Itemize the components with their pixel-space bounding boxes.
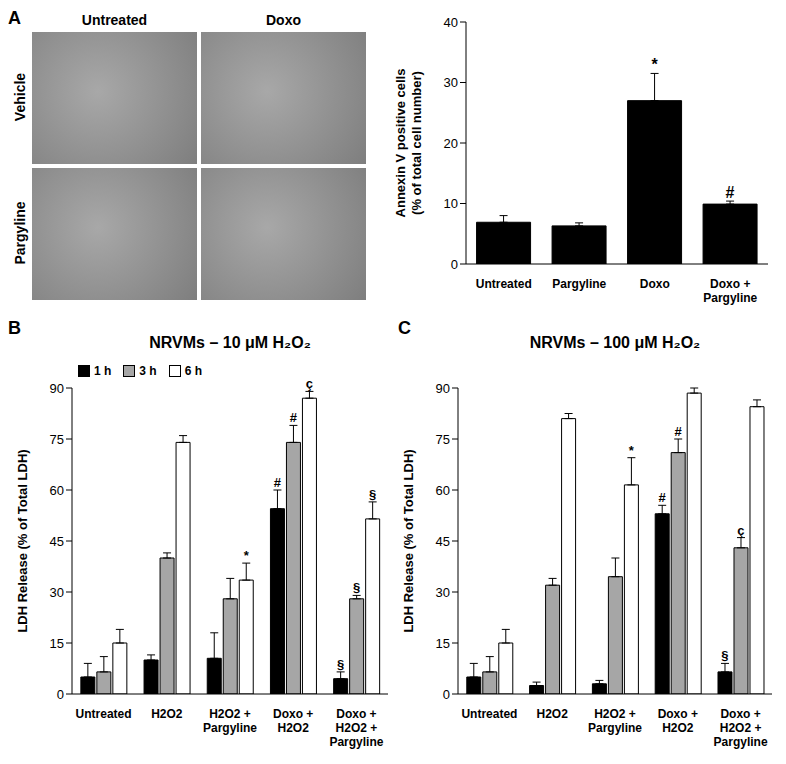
svg-text:#: # <box>659 490 667 505</box>
svg-text:60: 60 <box>50 483 64 498</box>
svg-text:30: 30 <box>436 585 450 600</box>
svg-text:30: 30 <box>444 75 458 90</box>
html-text:Untreated: Untreated <box>81 12 148 28</box>
svg-text:#: # <box>726 184 735 201</box>
svg-text:§: § <box>369 487 376 502</box>
svg-text:ç: ç <box>737 523 744 538</box>
svg-text:§: § <box>337 657 344 672</box>
html-text:Pargyline: Pargyline <box>12 201 28 265</box>
svg-text:20: 20 <box>444 136 458 151</box>
svg-text:*: * <box>244 548 250 563</box>
html-text:Doxo: Doxo <box>266 12 301 28</box>
html-text:LDH Release (% of Total LDH): LDH Release (% of Total LDH) <box>401 449 416 633</box>
svg-text:45: 45 <box>436 534 450 549</box>
svg-text:#: # <box>274 475 282 490</box>
svg-text:Untreated: Untreated <box>476 277 532 291</box>
svg-text:0: 0 <box>443 687 450 702</box>
html-text:3 h: 3 h <box>139 364 157 378</box>
svg-text:90: 90 <box>436 381 450 396</box>
html-text:B: B <box>8 318 21 338</box>
svg-text:H2O2: H2O2 <box>537 707 569 721</box>
svg-text:#: # <box>675 424 683 439</box>
svg-text:75: 75 <box>50 432 64 447</box>
html-text:A: A <box>8 8 21 28</box>
svg-text:45: 45 <box>50 534 64 549</box>
html-text:1 h: 1 h <box>94 364 112 378</box>
svg-text:Doxo +H2O2: Doxo +H2O2 <box>658 707 698 735</box>
svg-text:0: 0 <box>57 687 64 702</box>
svg-text:Untreated: Untreated <box>461 707 517 721</box>
html-text:6 h: 6 h <box>184 364 202 378</box>
svg-text:10: 10 <box>444 196 458 211</box>
html-text:(% of total cell number): (% of total cell number) <box>409 71 424 215</box>
svg-text:90: 90 <box>50 381 64 396</box>
svg-text:§: § <box>721 648 728 663</box>
html-text:NRVMs – 10 μM H₂O₂: NRVMs – 10 μM H₂O₂ <box>149 334 311 351</box>
svg-text:H2O2 +Pargyline: H2O2 +Pargyline <box>203 707 257 735</box>
html-text:NRVMs – 100 μM H₂O₂: NRVMs – 100 μM H₂O₂ <box>529 334 701 351</box>
svg-text:60: 60 <box>436 483 450 498</box>
html-text:C: C <box>398 318 411 338</box>
svg-text:H2O2 +Pargyline: H2O2 +Pargyline <box>588 707 642 735</box>
svg-text:Doxo +H2O2 +Pargyline: Doxo +H2O2 +Pargyline <box>329 707 383 749</box>
svg-text:ç: ç <box>306 376 313 391</box>
svg-text:H2O2: H2O2 <box>151 707 183 721</box>
html-text:LDH Release (% of Total LDH): LDH Release (% of Total LDH) <box>15 449 30 633</box>
svg-text:*: * <box>651 56 658 73</box>
svg-text:30: 30 <box>50 585 64 600</box>
svg-text:Doxo +H2O2: Doxo +H2O2 <box>273 707 313 735</box>
svg-text:Untreated: Untreated <box>76 707 132 721</box>
svg-text:§: § <box>353 580 360 595</box>
svg-text:0: 0 <box>451 257 458 272</box>
svg-text:40: 40 <box>444 15 458 30</box>
svg-text:*: * <box>629 443 635 458</box>
html-text:Vehicle: Vehicle <box>12 72 28 122</box>
svg-text:15: 15 <box>436 636 450 651</box>
svg-text:Doxo +H2O2 +Pargyline: Doxo +H2O2 +Pargyline <box>714 707 768 749</box>
svg-text:Doxo +Pargyline: Doxo +Pargyline <box>703 277 757 305</box>
html-text:Annexin V positive cells: Annexin V positive cells <box>393 68 408 218</box>
svg-text:#: # <box>290 410 298 425</box>
svg-text:Pargyline: Pargyline <box>552 277 606 291</box>
svg-text:75: 75 <box>436 432 450 447</box>
svg-text:15: 15 <box>50 636 64 651</box>
svg-text:Doxo: Doxo <box>640 277 670 291</box>
